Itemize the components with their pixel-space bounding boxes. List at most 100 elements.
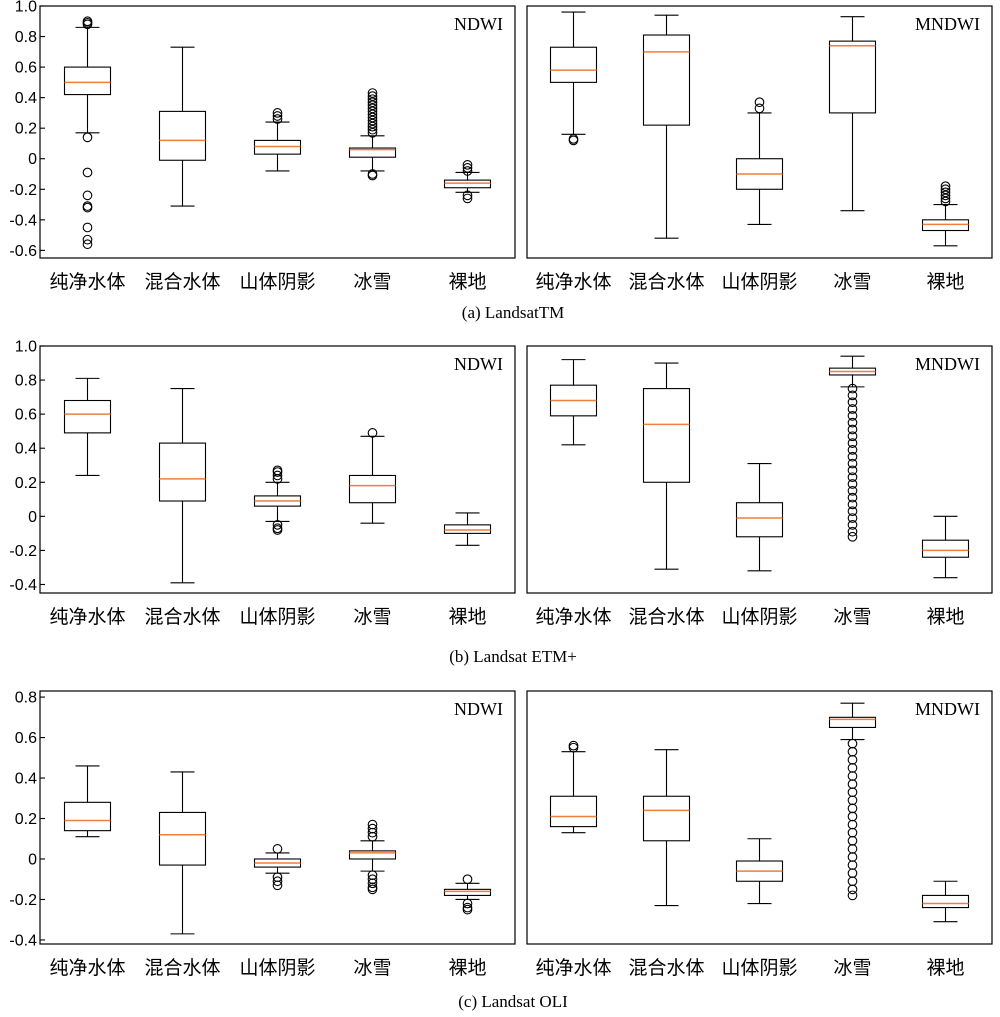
- category-label: 冰雪: [353, 606, 391, 628]
- outlier-point: [847, 860, 858, 870]
- y-tick-label: 0.8: [15, 29, 37, 46]
- outlier-point: [940, 193, 951, 204]
- category-label: 山体阴影: [721, 606, 797, 628]
- outlier-point: [847, 492, 858, 503]
- box-3: [253, 465, 302, 535]
- category-label: 山体阴影: [239, 271, 315, 293]
- outlier-point: [847, 738, 858, 749]
- outlier-point: [367, 884, 378, 895]
- y-tick-label: 0.4: [15, 771, 37, 788]
- panel-5: NDWI -0.4 -0.2 0 0.2 0.4 0.6 0.8 纯净水体 混合水体 山体阴影 冰雪 裸…: [9, 690, 516, 979]
- iqr-box: [549, 46, 598, 83]
- panel-frame: [526, 5, 993, 259]
- panel-frame: [39, 5, 516, 259]
- box-2: [642, 14, 691, 239]
- y-tick-label: -0.4: [9, 212, 37, 229]
- outlier-point: [568, 740, 579, 751]
- outlier-point: [568, 135, 579, 146]
- outlier-point: [847, 506, 858, 517]
- outlier-point: [82, 202, 93, 213]
- outlier-point: [462, 190, 473, 201]
- subfigure-caption: (c) Landsat OLI: [458, 992, 568, 1011]
- subfigure-caption: (b) Landsat ETM+: [449, 647, 577, 666]
- outlier-point: [462, 874, 473, 885]
- category-label: 混合水体: [144, 957, 220, 979]
- outlier-point: [847, 458, 858, 469]
- y-tick-label: -0.2: [9, 543, 37, 560]
- box-4: [348, 88, 397, 181]
- outlier-point: [367, 127, 378, 138]
- outlier-point: [462, 159, 473, 170]
- category-label: 裸地: [926, 957, 964, 979]
- outlier-point: [847, 513, 858, 523]
- box-1: [63, 16, 112, 250]
- outlier-point: [367, 121, 378, 132]
- outlier-point: [367, 106, 378, 117]
- panel-title: NDWI: [454, 354, 503, 374]
- panel-3: NDWI -0.4 -0.2 0 0.2 0.4 0.6 0.8 1.0 纯净水体 混合水体 山体阴影…: [9, 339, 516, 628]
- outlier-point: [940, 196, 951, 207]
- panel-frame: [39, 345, 516, 594]
- panel-frame: [526, 345, 993, 594]
- panel-title: MNDWI: [915, 699, 980, 719]
- outlier-point: [82, 167, 93, 178]
- iqr-box: [443, 888, 492, 896]
- outlier-point: [367, 819, 378, 830]
- outlier-point: [568, 742, 579, 753]
- outlier-point: [462, 898, 473, 909]
- outlier-point: [272, 844, 283, 854]
- outlier-point: [847, 868, 858, 879]
- outlier-point: [847, 390, 858, 401]
- outlier-point: [847, 835, 858, 846]
- box-2: [158, 771, 207, 935]
- iqr-box: [921, 539, 970, 558]
- outlier-point: [940, 184, 951, 195]
- outlier-point: [847, 438, 858, 448]
- outlier-point: [847, 884, 858, 895]
- category-label: 纯净水体: [535, 957, 611, 979]
- outlier-point: [847, 445, 858, 455]
- outlier-point: [847, 819, 858, 830]
- category-label: 混合水体: [144, 606, 220, 628]
- y-tick-label: 1.0: [15, 339, 37, 356]
- iqr-box: [828, 40, 877, 114]
- iqr-box: [642, 34, 691, 126]
- category-label: 混合水体: [628, 271, 704, 293]
- panel-title: MNDWI: [915, 14, 980, 34]
- category-label: 冰雪: [353, 271, 391, 293]
- outlier-point: [847, 397, 858, 408]
- iqr-box: [158, 110, 207, 161]
- category-label: 山体阴影: [721, 271, 797, 293]
- outlier-point: [367, 88, 378, 98]
- outlier-point: [272, 525, 283, 535]
- category-label: 冰雪: [833, 957, 871, 979]
- outlier-point: [272, 880, 283, 891]
- y-tick-label: -0.4: [9, 577, 37, 594]
- iqr-box: [158, 811, 207, 866]
- category-label: 裸地: [448, 957, 486, 979]
- outlier-point: [847, 451, 858, 462]
- outlier-point: [367, 112, 378, 123]
- outlier-point: [847, 383, 858, 394]
- outlier-point: [847, 876, 858, 887]
- box-5: [443, 159, 492, 204]
- outlier-point: [940, 190, 951, 201]
- y-tick-label: 0.6: [15, 60, 37, 77]
- iqr-box: [921, 894, 970, 909]
- outlier-point: [847, 417, 858, 428]
- outlier-point: [367, 878, 378, 889]
- iqr-box: [549, 795, 598, 828]
- category-label: 纯净水体: [535, 606, 611, 628]
- panel-2: MNDWI 纯净水体 混合水体 山体阴影 冰雪 裸地: [526, 5, 993, 293]
- outlier-point: [847, 844, 858, 854]
- y-tick-label: -0.4: [9, 932, 37, 949]
- category-label: 裸地: [448, 271, 486, 293]
- outlier-point: [847, 410, 858, 421]
- outlier-point: [847, 465, 858, 476]
- box-2: [158, 388, 207, 584]
- category-label: 裸地: [926, 271, 964, 293]
- outlier-point: [847, 520, 858, 530]
- box-3: [735, 462, 784, 572]
- outlier-point: [847, 531, 858, 542]
